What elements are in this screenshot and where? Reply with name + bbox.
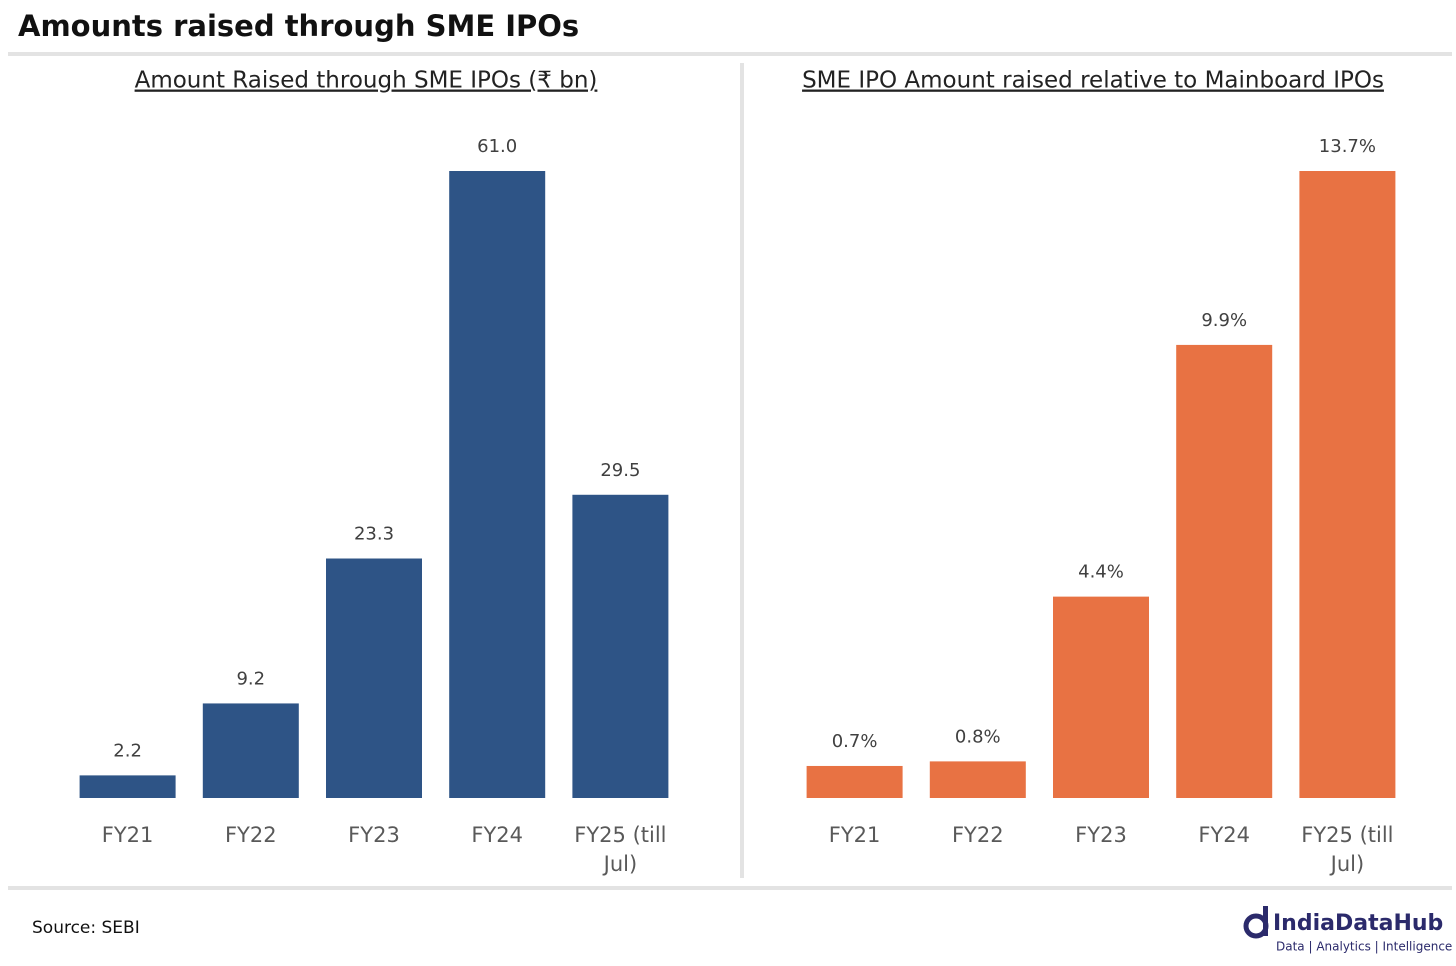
divider	[740, 63, 744, 878]
value-label: 0.8%	[955, 726, 1001, 747]
x-tick-label: FY21	[828, 823, 881, 847]
bar	[1299, 171, 1396, 798]
bar	[1176, 344, 1273, 798]
page-title: Amounts raised through SME IPOs	[18, 9, 579, 43]
x-tick-label: FY24	[471, 823, 523, 847]
source: Source: SEBI	[32, 918, 140, 938]
x-label-box: FY23	[1075, 823, 1127, 847]
value-label: 9.9%	[1201, 310, 1247, 331]
top-rule	[8, 52, 1452, 56]
x-tick-label: FY23	[348, 823, 400, 847]
x-label-box: FY24	[1198, 823, 1250, 847]
chart-title: Amount Raised through SME IPOs (₹ bn)	[135, 68, 598, 94]
x-label-box: FY23	[348, 823, 400, 847]
bar	[449, 171, 546, 798]
bar	[79, 775, 176, 798]
x-label-box: FY22	[224, 823, 277, 847]
chart-title: SME IPO Amount raised relative to Mainbo…	[802, 68, 1384, 94]
x-label-box: FY24	[471, 823, 523, 847]
x-label-box: FY22	[951, 823, 1004, 847]
value-label: 29.5	[600, 460, 640, 481]
tagline: Data | Analytics | Intelligence	[1276, 940, 1452, 954]
x-tick-label: FY24	[1198, 823, 1250, 847]
x-tick-label: FY23	[1075, 823, 1127, 847]
value-label: 9.2	[236, 668, 265, 689]
x-label-box: FY25 (till Jul)	[574, 823, 667, 876]
bar	[1053, 596, 1149, 798]
value-label: 23.3	[354, 524, 394, 545]
x-tick-label: FY25 (till Jul)	[1301, 823, 1394, 876]
x-tick-label: FY22	[224, 823, 277, 847]
bar	[929, 761, 1026, 798]
bar	[202, 703, 299, 798]
x-label-box: FY25 (till Jul)	[1301, 823, 1394, 876]
value-label: 61.0	[477, 136, 517, 157]
bar	[806, 765, 903, 798]
bottom-rule	[8, 886, 1452, 890]
x-label-box: FY21	[828, 823, 881, 847]
x-tick-label: FY22	[951, 823, 1004, 847]
x-tick-label: FY21	[101, 823, 154, 847]
value-label: 4.4%	[1078, 562, 1124, 583]
bar	[326, 558, 422, 798]
x-tick-label: FY25 (till Jul)	[574, 823, 667, 876]
value-label: 13.7%	[1319, 136, 1376, 157]
bar	[572, 494, 669, 798]
x-label-box: FY21	[101, 823, 154, 847]
value-label: 2.2	[113, 740, 142, 761]
logo-icon	[1243, 906, 1269, 939]
brand: IndiaDataHub	[1273, 911, 1443, 936]
value-label: 0.7%	[832, 731, 878, 752]
